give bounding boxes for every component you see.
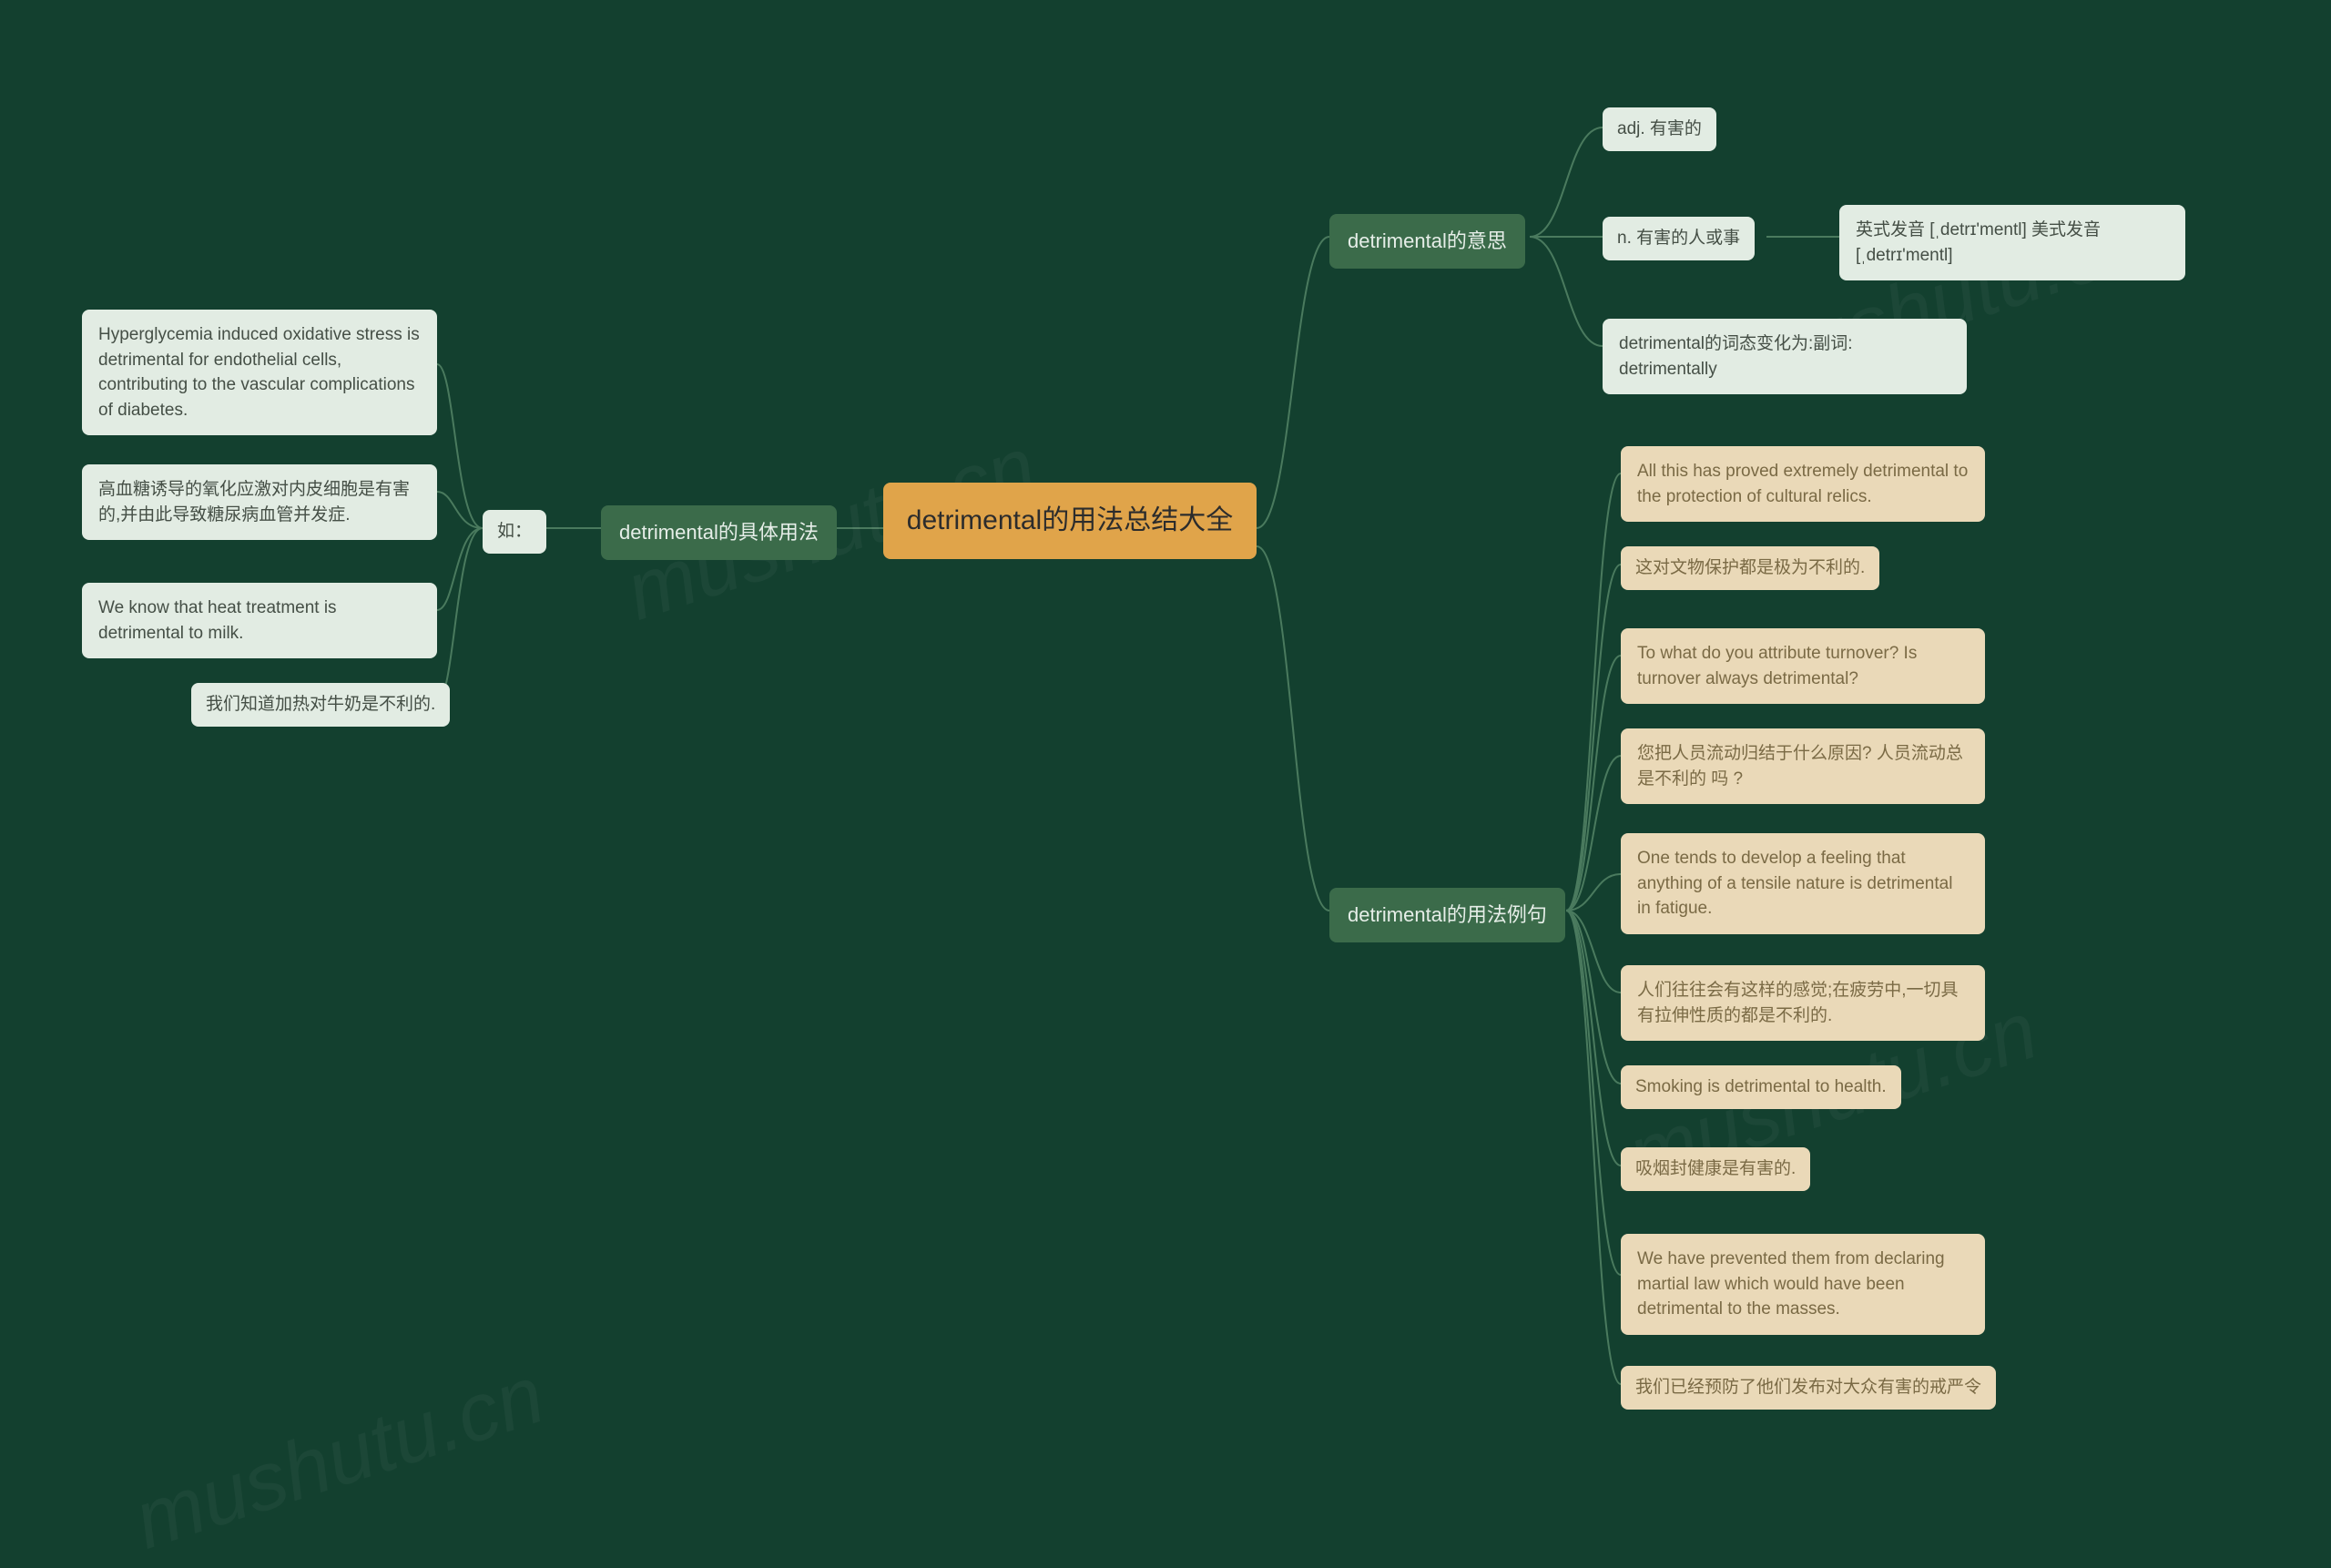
leaf-usage-sub[interactable]: 如： [483, 510, 546, 554]
leaf-pronunciation-label: 英式发音 [ˌdetrɪ'mentl] 美式发音 [ˌdetrɪ'mentl] [1856, 220, 2101, 265]
leaf-ex-6[interactable]: Smoking is detrimental to health. [1621, 1065, 1901, 1109]
leaf-usage-3[interactable]: 我们知道加热对牛奶是不利的. [191, 683, 450, 727]
leaf-usage-2-label: We know that heat treatment is detriment… [98, 598, 337, 643]
leaf-usage-2[interactable]: We know that heat treatment is detriment… [82, 583, 437, 658]
leaf-ex-1-label: 这对文物保护都是极为不利的. [1635, 558, 1865, 577]
leaf-usage-sub-label: 如： [497, 522, 532, 541]
leaf-meaning-0-label: adj. 有害的 [1617, 119, 1702, 138]
leaf-usage-1-label: 高血糖诱导的氧化应激对内皮细胞是有害的,并由此导致糖尿病血管并发症. [98, 480, 410, 524]
leaf-meaning-0[interactable]: adj. 有害的 [1603, 107, 1716, 151]
leaf-usage-0-label: Hyperglycemia induced oxidative stress i… [98, 325, 420, 420]
leaf-ex-6-label: Smoking is detrimental to health. [1635, 1077, 1887, 1096]
leaf-meaning-1-label: n. 有害的人或事 [1617, 229, 1740, 248]
leaf-ex-4[interactable]: One tends to develop a feeling that anyt… [1621, 833, 1985, 934]
leaf-ex-8[interactable]: We have prevented them from declaring ma… [1621, 1234, 1985, 1335]
leaf-ex-1[interactable]: 这对文物保护都是极为不利的. [1621, 546, 1879, 590]
leaf-ex-9-label: 我们已经预防了他们发布对大众有害的戒严令 [1635, 1378, 1981, 1397]
leaf-ex-0-label: All this has proved extremely detrimenta… [1637, 462, 1968, 506]
leaf-ex-5-label: 人们往往会有这样的感觉;在疲劳中,一切具有拉伸性质的都是不利的. [1637, 981, 1959, 1025]
leaf-ex-3-label: 您把人员流动归结于什么原因? 人员流动总是不利的 吗 ? [1637, 744, 1963, 789]
leaf-meaning-2[interactable]: detrimental的词态变化为:副词: detrimentally [1603, 319, 1967, 394]
leaf-ex-7-label: 吸烟封健康是有害的. [1635, 1159, 1796, 1178]
root-node[interactable]: detrimental的用法总结大全 [883, 483, 1257, 559]
leaf-meaning-2-label: detrimental的词态变化为:副词: detrimentally [1619, 334, 1853, 379]
leaf-ex-2-label: To what do you attribute turnover? Is tu… [1637, 644, 1917, 688]
leaf-ex-3[interactable]: 您把人员流动归结于什么原因? 人员流动总是不利的 吗 ? [1621, 728, 1985, 804]
branch-usage[interactable]: detrimental的具体用法 [601, 505, 837, 560]
leaf-usage-3-label: 我们知道加热对牛奶是不利的. [206, 695, 435, 714]
leaf-ex-9[interactable]: 我们已经预防了他们发布对大众有害的戒严令 [1621, 1366, 1996, 1410]
branch-examples[interactable]: detrimental的用法例句 [1329, 888, 1565, 942]
leaf-ex-8-label: We have prevented them from declaring ma… [1637, 1249, 1945, 1319]
watermark: mushutu.cn [123, 1349, 555, 1568]
leaf-ex-7[interactable]: 吸烟封健康是有害的. [1621, 1147, 1810, 1191]
leaf-pronunciation[interactable]: 英式发音 [ˌdetrɪ'mentl] 美式发音 [ˌdetrɪ'mentl] [1839, 205, 2185, 280]
leaf-ex-0[interactable]: All this has proved extremely detrimenta… [1621, 446, 1985, 522]
branch-meaning-label: detrimental的意思 [1348, 229, 1507, 252]
leaf-usage-1[interactable]: 高血糖诱导的氧化应激对内皮细胞是有害的,并由此导致糖尿病血管并发症. [82, 464, 437, 540]
branch-meaning[interactable]: detrimental的意思 [1329, 214, 1525, 269]
branch-examples-label: detrimental的用法例句 [1348, 903, 1547, 926]
leaf-ex-2[interactable]: To what do you attribute turnover? Is tu… [1621, 628, 1985, 704]
branch-usage-label: detrimental的具体用法 [619, 521, 819, 544]
leaf-ex-5[interactable]: 人们往往会有这样的感觉;在疲劳中,一切具有拉伸性质的都是不利的. [1621, 965, 1985, 1041]
leaf-ex-4-label: One tends to develop a feeling that anyt… [1637, 849, 1952, 918]
leaf-usage-0[interactable]: Hyperglycemia induced oxidative stress i… [82, 310, 437, 435]
leaf-meaning-1[interactable]: n. 有害的人或事 [1603, 217, 1755, 260]
root-label: detrimental的用法总结大全 [907, 505, 1233, 535]
